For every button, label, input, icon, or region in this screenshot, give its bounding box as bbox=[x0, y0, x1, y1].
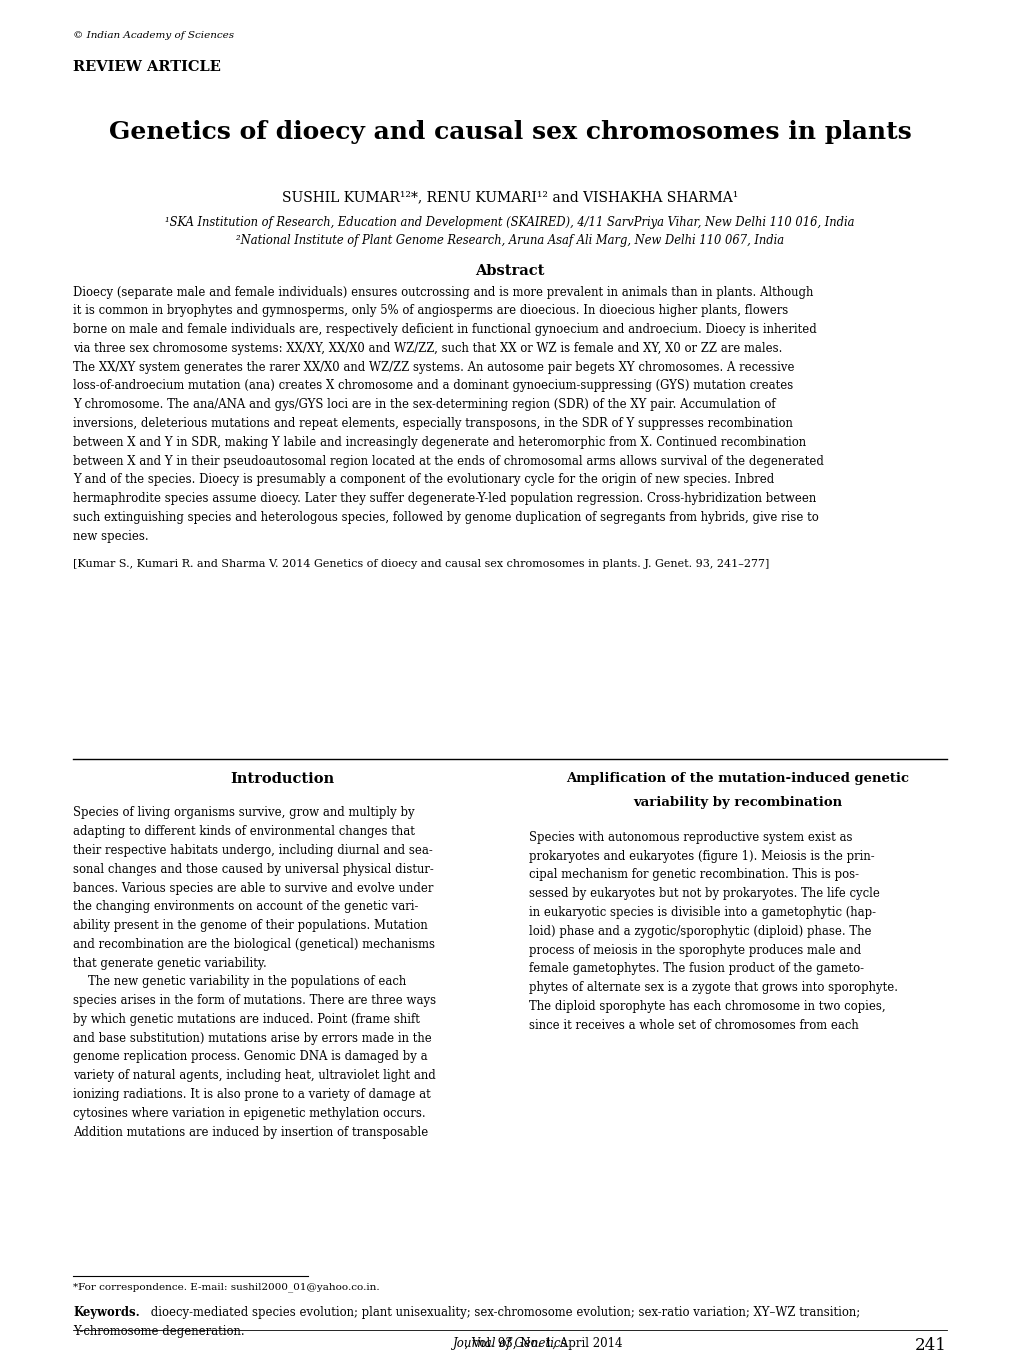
Text: between X and Y in their pseudoautosomal region located at the ends of chromosom: between X and Y in their pseudoautosomal… bbox=[73, 454, 823, 468]
Text: new species.: new species. bbox=[73, 529, 149, 543]
Text: loid) phase and a zygotic/sporophytic (diploid) phase. The: loid) phase and a zygotic/sporophytic (d… bbox=[529, 925, 871, 938]
Text: variability by recombination: variability by recombination bbox=[633, 796, 842, 809]
Text: Dioecy (separate male and female individuals) ensures outcrossing and is more pr: Dioecy (separate male and female individ… bbox=[73, 286, 813, 299]
Text: variety of natural agents, including heat, ultraviolet light and: variety of natural agents, including hea… bbox=[73, 1069, 436, 1083]
Text: Addition mutations are induced by insertion of transposable: Addition mutations are induced by insert… bbox=[73, 1126, 428, 1138]
Text: bances. Various species are able to survive and evolve under: bances. Various species are able to surv… bbox=[73, 881, 433, 895]
Text: 241: 241 bbox=[914, 1337, 946, 1355]
Text: REVIEW ARTICLE: REVIEW ARTICLE bbox=[73, 60, 221, 73]
Text: SUSHIL KUMAR¹²*, RENU KUMARI¹² and VISHAKHA SHARMA¹: SUSHIL KUMAR¹²*, RENU KUMARI¹² and VISHA… bbox=[281, 190, 738, 204]
Text: the changing environments on account of the genetic vari-: the changing environments on account of … bbox=[73, 900, 419, 914]
Text: via three sex chromosome systems: XX/XY, XX/X0 and WZ/ZZ, such that XX or WZ is : via three sex chromosome systems: XX/XY,… bbox=[73, 341, 782, 355]
Text: adapting to different kinds of environmental changes that: adapting to different kinds of environme… bbox=[73, 826, 415, 838]
Text: in eukaryotic species is divisible into a gametophytic (hap-: in eukaryotic species is divisible into … bbox=[529, 906, 875, 919]
Text: process of meiosis in the sporophyte produces male and: process of meiosis in the sporophyte pro… bbox=[529, 944, 861, 956]
Text: and recombination are the biological (genetical) mechanisms: and recombination are the biological (ge… bbox=[73, 938, 435, 951]
Text: cipal mechanism for genetic recombination. This is pos-: cipal mechanism for genetic recombinatio… bbox=[529, 869, 859, 881]
Text: The new genetic variability in the populations of each: The new genetic variability in the popul… bbox=[73, 975, 407, 989]
Text: their respective habitats undergo, including diurnal and sea-: their respective habitats undergo, inclu… bbox=[73, 845, 433, 857]
Text: ability present in the genome of their populations. Mutation: ability present in the genome of their p… bbox=[73, 919, 428, 932]
Text: © Indian Academy of Sciences: © Indian Academy of Sciences bbox=[73, 31, 234, 41]
Text: species arises in the form of mutations. There are three ways: species arises in the form of mutations.… bbox=[73, 994, 436, 1008]
Text: sessed by eukaryotes but not by prokaryotes. The life cycle: sessed by eukaryotes but not by prokaryo… bbox=[529, 887, 879, 900]
Text: Genetics of dioecy and causal sex chromosomes in plants: Genetics of dioecy and causal sex chromo… bbox=[108, 120, 911, 144]
Text: Amplification of the mutation-induced genetic: Amplification of the mutation-induced ge… bbox=[566, 772, 909, 786]
Text: since it receives a whole set of chromosomes from each: since it receives a whole set of chromos… bbox=[529, 1019, 858, 1032]
Text: The XX/XY system generates the rarer XX/X0 and WZ/ZZ systems. An autosome pair b: The XX/XY system generates the rarer XX/… bbox=[73, 360, 794, 374]
Text: Introduction: Introduction bbox=[229, 772, 334, 786]
Text: prokaryotes and eukaryotes (figure 1). Meiosis is the prin-: prokaryotes and eukaryotes (figure 1). M… bbox=[529, 850, 874, 862]
Text: it is common in bryophytes and gymnosperms, only 5% of angiosperms are dioecious: it is common in bryophytes and gymnosper… bbox=[73, 305, 788, 317]
Text: that generate genetic variability.: that generate genetic variability. bbox=[73, 956, 267, 970]
Text: Species with autonomous reproductive system exist as: Species with autonomous reproductive sys… bbox=[529, 831, 852, 845]
Text: hermaphrodite species assume dioecy. Later they suffer degenerate-Y-led populati: hermaphrodite species assume dioecy. Lat… bbox=[73, 492, 816, 505]
Text: [Kumar S., Kumari R. and Sharma V. 2014 Genetics of dioecy and causal sex chromo: [Kumar S., Kumari R. and Sharma V. 2014 … bbox=[73, 559, 769, 570]
Text: and base substitution) mutations arise by errors made in the: and base substitution) mutations arise b… bbox=[73, 1032, 432, 1044]
Text: sonal changes and those caused by universal physical distur-: sonal changes and those caused by univer… bbox=[73, 862, 434, 876]
Text: Abstract: Abstract bbox=[475, 264, 544, 277]
Text: , Vol. 93, No. 1, April 2014: , Vol. 93, No. 1, April 2014 bbox=[396, 1337, 623, 1350]
Text: such extinguishing species and heterologous species, followed by genome duplicat: such extinguishing species and heterolog… bbox=[73, 511, 818, 524]
Text: Y and of the species. Dioecy is presumably a component of the evolutionary cycle: Y and of the species. Dioecy is presumab… bbox=[73, 473, 774, 487]
Text: between X and Y in SDR, making Y labile and increasingly degenerate and heteromo: between X and Y in SDR, making Y labile … bbox=[73, 435, 806, 449]
Text: Keywords.: Keywords. bbox=[73, 1306, 140, 1319]
Text: Y chromosome. The ana/ANA and gys/GYS loci are in the sex-determining region (SD: Y chromosome. The ana/ANA and gys/GYS lo… bbox=[73, 398, 775, 411]
Text: dioecy-mediated species evolution; plant unisexuality; sex-chromosome evolution;: dioecy-mediated species evolution; plant… bbox=[147, 1306, 859, 1319]
Text: Journal of Genetics: Journal of Genetics bbox=[452, 1337, 567, 1350]
Text: borne on male and female individuals are, respectively deficient in functional g: borne on male and female individuals are… bbox=[73, 324, 816, 336]
Text: inversions, deleterious mutations and repeat elements, especially transposons, i: inversions, deleterious mutations and re… bbox=[73, 418, 793, 430]
Text: cytosines where variation in epigenetic methylation occurs.: cytosines where variation in epigenetic … bbox=[73, 1107, 426, 1119]
Text: loss-of-androecium mutation (ana) creates X chromosome and a dominant gynoecium-: loss-of-androecium mutation (ana) create… bbox=[73, 379, 793, 393]
Text: ¹SKA Institution of Research, Education and Development (SKAIRED), 4/11 SarvPriy: ¹SKA Institution of Research, Education … bbox=[165, 216, 854, 230]
Text: Y-chromosome degeneration.: Y-chromosome degeneration. bbox=[73, 1325, 245, 1338]
Text: *For correspondence. E-mail: sushil2000_01@yahoo.co.in.: *For correspondence. E-mail: sushil2000_… bbox=[73, 1282, 380, 1292]
Text: by which genetic mutations are induced. Point (frame shift: by which genetic mutations are induced. … bbox=[73, 1013, 420, 1025]
Text: ionizing radiations. It is also prone to a variety of damage at: ionizing radiations. It is also prone to… bbox=[73, 1088, 431, 1102]
Text: phytes of alternate sex is a zygote that grows into sporophyte.: phytes of alternate sex is a zygote that… bbox=[529, 981, 898, 994]
Text: genome replication process. Genomic DNA is damaged by a: genome replication process. Genomic DNA … bbox=[73, 1050, 428, 1064]
Text: The diploid sporophyte has each chromosome in two copies,: The diploid sporophyte has each chromoso… bbox=[529, 1000, 886, 1013]
Text: female gametophytes. The fusion product of the gameto-: female gametophytes. The fusion product … bbox=[529, 963, 863, 975]
Text: Species of living organisms survive, grow and multiply by: Species of living organisms survive, gro… bbox=[73, 806, 415, 820]
Text: ²National Institute of Plant Genome Research, Aruna Asaf Ali Marg, New Delhi 110: ²National Institute of Plant Genome Rese… bbox=[235, 234, 784, 248]
